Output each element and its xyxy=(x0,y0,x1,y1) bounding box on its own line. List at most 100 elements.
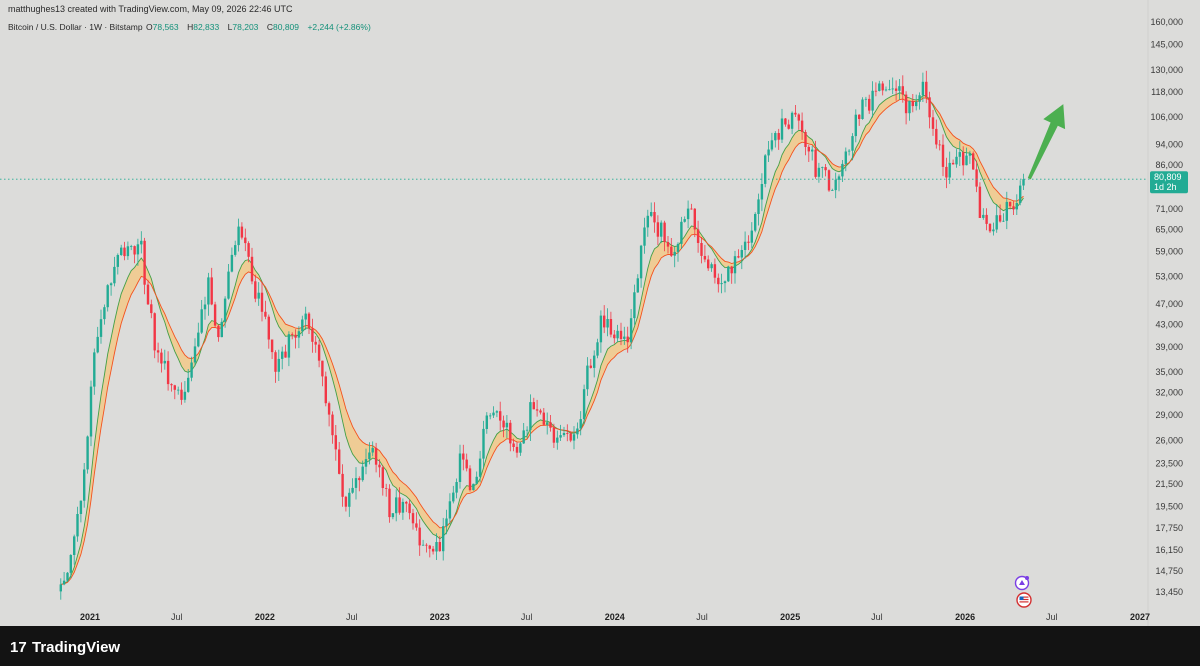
candle-body xyxy=(938,144,941,146)
time-tick-label: 2022 xyxy=(255,612,275,622)
candle-body xyxy=(197,332,200,347)
candle-body xyxy=(821,167,824,168)
candle-body xyxy=(260,292,264,312)
candle-body xyxy=(163,360,166,364)
candle-body xyxy=(277,358,280,372)
candle-body xyxy=(858,114,861,119)
candle-body xyxy=(267,316,270,340)
candle-body xyxy=(586,365,589,390)
candle-body xyxy=(324,376,327,404)
high-label: H xyxy=(187,22,193,32)
candle-body xyxy=(556,437,559,443)
candle-body xyxy=(79,500,83,514)
candle-body xyxy=(794,112,797,115)
price-tick-label: 86,000 xyxy=(1155,160,1183,170)
candles-layer xyxy=(59,70,1025,600)
candle-body xyxy=(546,422,549,425)
candle-body xyxy=(891,88,894,90)
candle-body xyxy=(1008,201,1012,207)
candle-body xyxy=(294,334,297,338)
candle-body xyxy=(257,292,260,299)
candle-body xyxy=(666,242,670,247)
price-tick-label: 130,000 xyxy=(1150,65,1183,75)
plot-background[interactable] xyxy=(0,0,1200,626)
candle-body xyxy=(700,243,703,256)
candle-body xyxy=(227,271,230,299)
candle-body xyxy=(972,153,975,170)
projection-arrow[interactable] xyxy=(1027,104,1066,180)
candle-body xyxy=(951,162,955,165)
time-tick-label: 2025 xyxy=(780,612,800,622)
candle-body xyxy=(911,100,914,107)
candle-body xyxy=(425,544,428,546)
time-tick-label: Jul xyxy=(696,612,708,622)
price-tick-label: 118,000 xyxy=(1151,87,1183,97)
candle-body xyxy=(817,167,821,177)
candle-body xyxy=(532,402,535,410)
time-tick-label: 2021 xyxy=(80,612,100,622)
candle-body xyxy=(344,496,348,507)
us-flag-icon[interactable] xyxy=(1016,592,1032,608)
candle-body xyxy=(743,241,747,250)
candle-body xyxy=(898,86,901,91)
candle-body xyxy=(639,245,643,279)
candle-body xyxy=(921,81,925,96)
candle-body xyxy=(509,422,512,444)
candle-body xyxy=(552,427,556,443)
candle-body xyxy=(606,319,609,328)
candle-body xyxy=(338,449,341,474)
price-tick-label: 59,000 xyxy=(1155,247,1183,257)
candle-body xyxy=(831,190,834,191)
candle-body xyxy=(844,151,847,164)
open-label: O xyxy=(146,22,153,32)
candle-body xyxy=(317,344,321,361)
candle-body xyxy=(643,227,646,246)
candle-body xyxy=(140,240,143,245)
candle-body xyxy=(1019,185,1022,203)
candle-body xyxy=(230,254,234,272)
candle-body xyxy=(988,223,992,232)
chart-credit: matthughes13 created with TradingView.co… xyxy=(8,4,293,14)
candle-body xyxy=(871,90,874,111)
time-axis[interactable]: 2021 Jul 2022 Jul 2023 Jul 2024 Jul 2025 Jul 2026 J… xyxy=(80,612,1150,622)
candle-body xyxy=(475,476,478,484)
candle-body xyxy=(901,86,904,95)
candle-body xyxy=(331,414,334,436)
candle-body xyxy=(489,415,492,417)
candle-body xyxy=(962,152,965,166)
calendar-event-icon[interactable] xyxy=(1014,575,1030,591)
candle-body xyxy=(418,527,421,546)
candle-body xyxy=(582,389,586,420)
candle-body xyxy=(569,433,572,441)
time-tick-label: 2027 xyxy=(1130,612,1150,622)
candle-body xyxy=(931,117,935,129)
candle-body xyxy=(150,304,153,314)
candle-body xyxy=(472,483,475,491)
projection-arrow-shape[interactable] xyxy=(1027,104,1066,180)
candle-body xyxy=(120,247,123,255)
candle-body xyxy=(750,230,753,243)
candle-body xyxy=(593,355,596,368)
candle-body xyxy=(438,542,441,552)
candle-body xyxy=(126,246,130,257)
candle-body xyxy=(800,120,804,132)
price-tick-label: 21,500 xyxy=(1155,479,1183,489)
candle-body xyxy=(1005,201,1008,221)
candle-body xyxy=(374,447,378,465)
candle-body xyxy=(904,94,908,114)
price-axis[interactable]: 13,450 14,750 16,150 17,750 19,500 21,500 23,5… xyxy=(1147,0,1183,626)
candle-body xyxy=(143,240,146,285)
candle-body xyxy=(529,402,532,430)
candle-body xyxy=(415,523,418,528)
candle-body xyxy=(448,501,452,519)
candle-body xyxy=(874,90,878,92)
time-axis-ticks: 2021 Jul 2022 Jul 2023 Jul 2024 Jul 2025 Jul 2026 J… xyxy=(80,612,1150,622)
candle-body xyxy=(123,247,126,257)
candle-body xyxy=(304,313,307,320)
candle-body xyxy=(851,136,854,151)
candle-body xyxy=(690,208,693,210)
price-tick-label: 47,000 xyxy=(1155,299,1183,309)
candle-body xyxy=(549,422,552,428)
candle-body xyxy=(378,464,381,468)
